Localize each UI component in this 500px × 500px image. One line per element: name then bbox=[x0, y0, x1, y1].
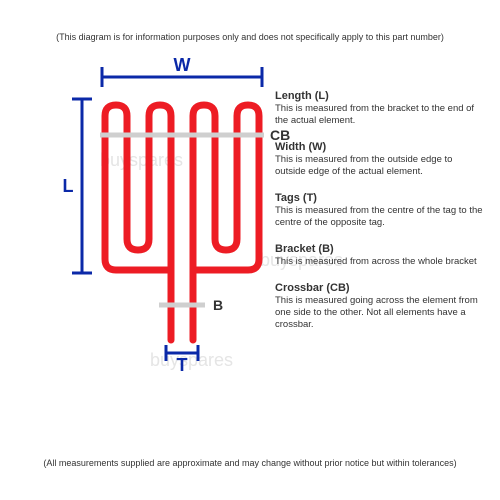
definition-width: Width (W) This is measured from the outs… bbox=[275, 141, 485, 178]
definition-text: This is measured from across the whole b… bbox=[275, 256, 485, 268]
svg-text:T: T bbox=[177, 355, 188, 375]
definition-title: Tags (T) bbox=[275, 192, 485, 205]
definition-title: Length (L) bbox=[275, 90, 485, 103]
definition-text: This is measured from the centre of the … bbox=[275, 205, 485, 229]
svg-text:B: B bbox=[213, 297, 223, 313]
disclaimer-bottom: (All measurements supplied are approxima… bbox=[0, 458, 500, 468]
disclaimer-top: (This diagram is for information purpose… bbox=[0, 32, 500, 42]
diagram: WLTCBB bbox=[60, 55, 260, 355]
definition-text: This is measured from the outside edge t… bbox=[275, 154, 485, 178]
definition-crossbar: Crossbar (CB) This is measured going acr… bbox=[275, 282, 485, 331]
definition-tags: Tags (T) This is measured from the centr… bbox=[275, 192, 485, 229]
svg-text:L: L bbox=[63, 176, 74, 196]
definition-title: Bracket (B) bbox=[275, 243, 485, 256]
definition-title: Width (W) bbox=[275, 141, 485, 154]
definition-length: Length (L) This is measured from the bra… bbox=[275, 90, 485, 127]
definition-title: Crossbar (CB) bbox=[275, 282, 485, 295]
definition-bracket: Bracket (B) This is measured from across… bbox=[275, 243, 485, 268]
definition-text: This is measured from the bracket to the… bbox=[275, 103, 485, 127]
definition-text: This is measured going across the elemen… bbox=[275, 295, 485, 331]
definitions-panel: Length (L) This is measured from the bra… bbox=[275, 90, 485, 345]
svg-text:W: W bbox=[174, 55, 191, 75]
